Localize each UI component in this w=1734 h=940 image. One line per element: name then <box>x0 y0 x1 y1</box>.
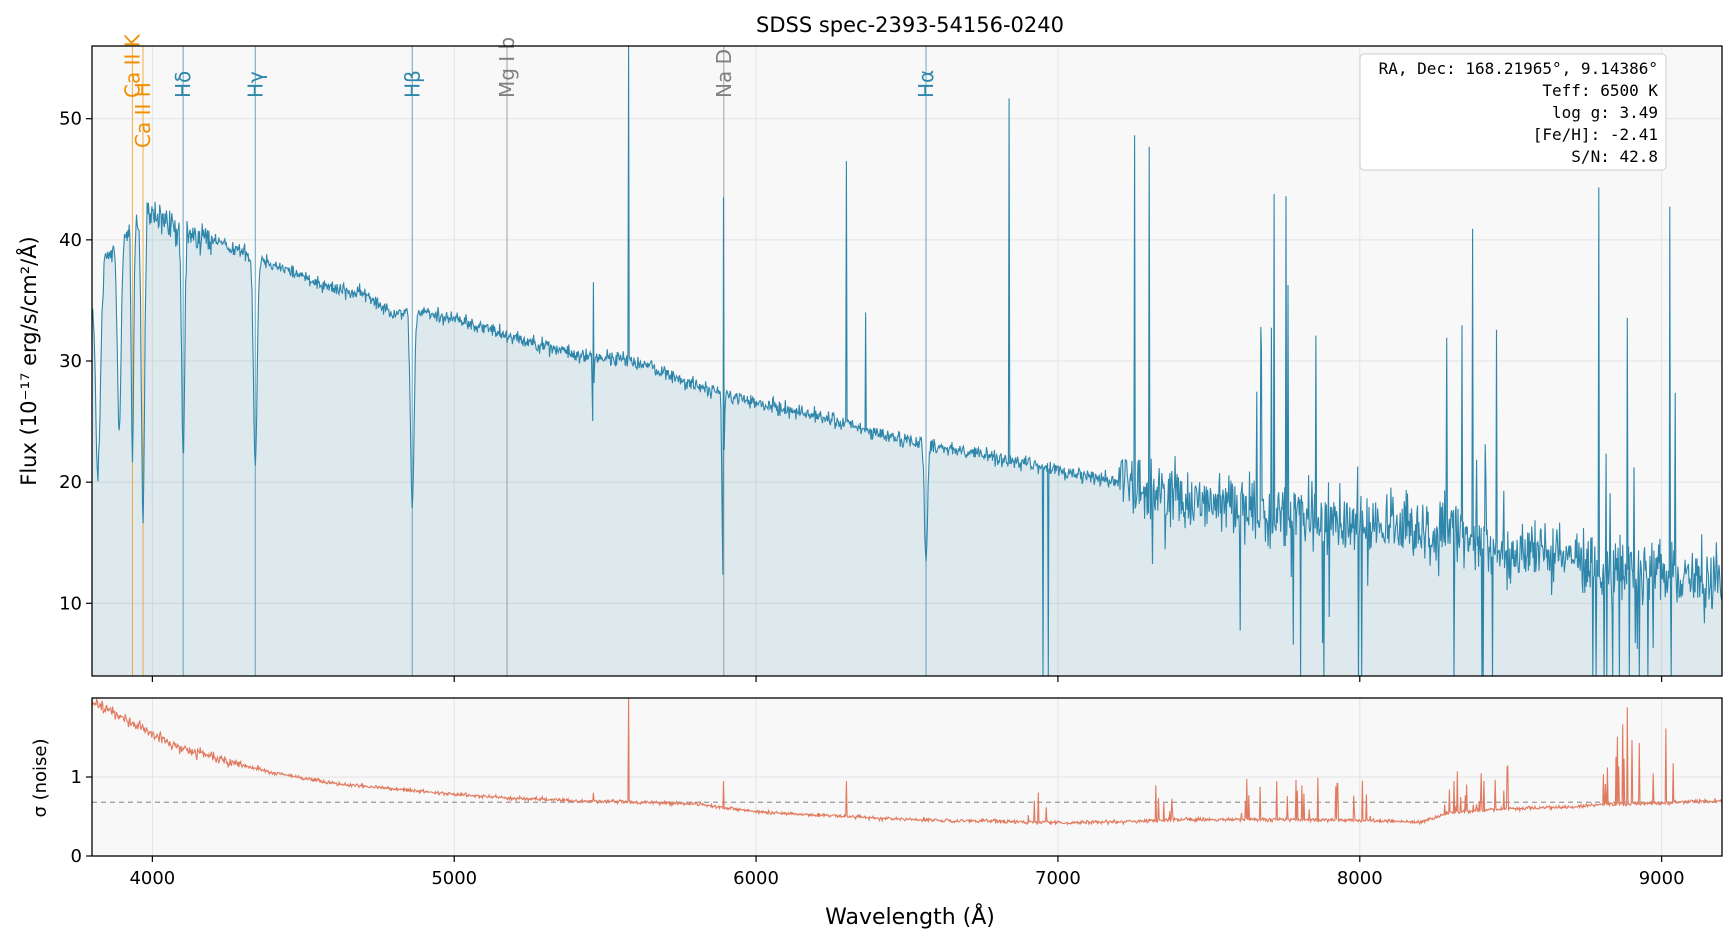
y-tick-label: 1 <box>71 767 82 788</box>
y-tick-label: 0 <box>71 846 82 867</box>
spectral-line-label: Hβ <box>400 70 424 98</box>
spectral-line-label: Hα <box>914 70 938 98</box>
annotation-feh: [Fe/H]: -2.41 <box>1533 125 1658 144</box>
x-tick-label: 6000 <box>733 868 779 889</box>
annotation-teff: Teff: 6500 K <box>1542 81 1658 100</box>
noise-line <box>91 697 1723 826</box>
x-tick-label: 8000 <box>1337 868 1383 889</box>
stellar-parameters-box: RA, Dec: 168.21965°, 9.14386° Teff: 6500… <box>1359 53 1667 171</box>
spectral-line-label: Hδ <box>171 71 195 98</box>
noise-axis-ticks: 0 1 4000 5000 6000 7000 8000 9000 <box>71 767 1685 889</box>
noise-series <box>91 697 1723 826</box>
chart-title: SDSS spec-2393-54156-0240 <box>756 13 1064 37</box>
y-tick-label: 50 <box>59 109 82 130</box>
annotation-logg: log g: 3.49 <box>1552 103 1658 122</box>
x-axis-label: Wavelength (Å) <box>825 903 995 930</box>
y-tick-label: 40 <box>59 230 82 251</box>
x-tick-label: 9000 <box>1639 868 1685 889</box>
x-tick-label: 4000 <box>129 868 175 889</box>
spectral-line-label: Na D <box>712 49 736 98</box>
spectral-line-label: Ca II H <box>131 82 155 148</box>
y-tick-label: 30 <box>59 351 82 372</box>
spectral-line-label: Ca II K <box>120 33 144 98</box>
spectral-line-label: Hγ <box>243 71 267 98</box>
flux-line <box>91 45 1723 677</box>
noise-y-axis-label: σ (noise) <box>30 738 51 817</box>
annotation-snr: S/N: 42.8 <box>1571 147 1658 166</box>
flux-series <box>91 45 1723 677</box>
x-tick-label: 5000 <box>431 868 477 889</box>
y-tick-label: 10 <box>59 593 82 614</box>
y-tick-label: 20 <box>59 472 82 493</box>
spectral-line-markers: Ca II KCa II H Hδ Hγ Hβ Mg I b Na D Hα <box>120 33 938 676</box>
flux-axis-ticks: 10 20 30 40 50 <box>59 109 1663 682</box>
flux-y-axis-label: Flux (10⁻¹⁷ erg/s/cm²/Å) <box>15 236 41 486</box>
x-tick-label: 7000 <box>1035 868 1081 889</box>
annotation-ra-dec: RA, Dec: 168.21965°, 9.14386° <box>1379 59 1658 78</box>
spectral-line-label: Mg I b <box>495 37 519 98</box>
